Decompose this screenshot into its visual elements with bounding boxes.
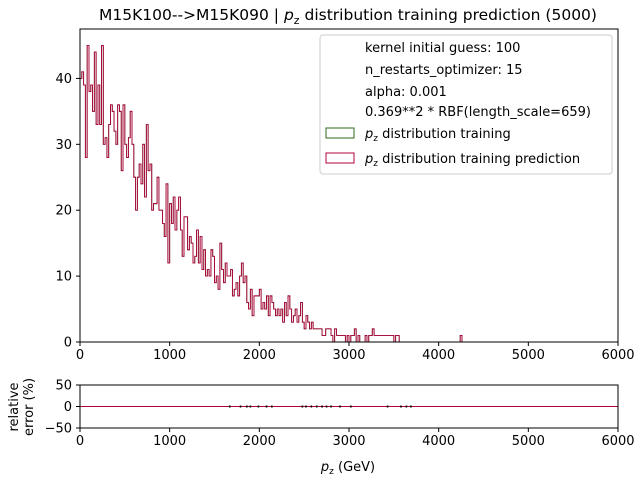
x-axis-label: pz (GeV) bbox=[320, 460, 375, 477]
main-y-tick-label: 10 bbox=[55, 270, 72, 285]
legend-label-training: pz distribution training bbox=[364, 127, 511, 144]
relative-error-point bbox=[245, 405, 248, 408]
ratio-y-label-line2: error (%) bbox=[22, 378, 37, 436]
main-x-ticks: 0 1000 2000 3000 4000 5000 6000 bbox=[76, 342, 635, 363]
ratio-x-tick-label: 4000 bbox=[422, 434, 455, 449]
legend: kernel initial guess: 100 n_restarts_opt… bbox=[319, 34, 613, 175]
legend-text-kernel: 0.369**2 * RBF(length_scale=659) bbox=[365, 105, 591, 120]
histogram-plot-area bbox=[79, 45, 479, 343]
main-y-tick-label: 20 bbox=[55, 204, 72, 219]
ratio-x-tick-label: 6000 bbox=[601, 434, 634, 449]
relative-error-point bbox=[386, 405, 389, 408]
legend-swatch-training bbox=[325, 127, 355, 139]
relative-error-axes: 0 1000 2000 3000 4000 5000 6000 −50 0 50 relativ… bbox=[7, 378, 635, 477]
main-y-ticks: 0 10 20 30 40 bbox=[55, 72, 80, 351]
relative-error-point bbox=[310, 405, 313, 408]
ratio-x-tick-label: 5000 bbox=[512, 434, 545, 449]
relative-error-point bbox=[305, 405, 307, 408]
relative-error-point bbox=[410, 405, 412, 408]
chart-title: M15K100-->M15K090 | pz distribution trai… bbox=[99, 6, 597, 27]
relative-error-point bbox=[400, 405, 402, 408]
ratio-x-tick-label: 0 bbox=[76, 434, 84, 449]
relative-error-point bbox=[257, 405, 260, 408]
main-x-tick-label: 5000 bbox=[512, 348, 545, 363]
relative-error-point bbox=[330, 405, 332, 408]
legend-box bbox=[319, 34, 613, 175]
relative-error-point bbox=[321, 405, 323, 408]
relative-error-point bbox=[301, 405, 304, 408]
ratio-y-label-line1: relative bbox=[7, 382, 22, 431]
main-y-tick-label: 0 bbox=[64, 336, 72, 351]
relative-error-point bbox=[228, 405, 231, 408]
legend-swatch-prediction bbox=[325, 152, 355, 164]
relative-error-point bbox=[265, 405, 268, 408]
relative-error-plot-area bbox=[80, 405, 618, 408]
relative-error-point bbox=[325, 405, 328, 408]
ratio-x-ticks: 0 1000 2000 3000 4000 5000 6000 bbox=[76, 428, 635, 449]
ratio-y-tick-label: 50 bbox=[55, 379, 72, 394]
relative-error-point bbox=[405, 405, 408, 408]
ratio-y-ticks: −50 0 50 bbox=[45, 379, 80, 437]
main-x-tick-label: 0 bbox=[76, 348, 84, 363]
relative-error-point bbox=[339, 405, 341, 408]
legend-text-alpha: alpha: 0.001 bbox=[365, 85, 447, 100]
main-y-tick-label: 40 bbox=[55, 72, 72, 87]
legend-text-kernel-guess: kernel initial guess: 100 bbox=[365, 41, 520, 56]
histogram-series-prediction bbox=[79, 45, 479, 343]
main-y-tick-label: 30 bbox=[55, 138, 72, 153]
main-x-tick-label: 6000 bbox=[601, 348, 634, 363]
legend-text-restarts: n_restarts_optimizer: 15 bbox=[365, 63, 523, 78]
ratio-y-tick-label: 0 bbox=[64, 400, 72, 415]
main-x-tick-label: 1000 bbox=[153, 348, 186, 363]
main-x-tick-label: 2000 bbox=[243, 348, 276, 363]
ratio-x-tick-label: 3000 bbox=[332, 434, 365, 449]
legend-label-prediction: pz distribution training prediction bbox=[364, 152, 580, 169]
relative-error-point bbox=[271, 405, 273, 408]
relative-error-point bbox=[315, 405, 318, 408]
relative-error-point bbox=[249, 405, 252, 408]
relative-error-point bbox=[349, 405, 352, 408]
ratio-x-tick-label: 2000 bbox=[243, 434, 276, 449]
main-histogram-axes: 0 1000 2000 3000 4000 5000 6000 0 10 20 30 40 kern… bbox=[55, 28, 635, 363]
relative-error-point bbox=[239, 405, 242, 408]
main-x-tick-label: 3000 bbox=[332, 348, 365, 363]
ratio-x-tick-label: 1000 bbox=[153, 434, 186, 449]
main-x-tick-label: 4000 bbox=[422, 348, 455, 363]
ratio-y-tick-label: −50 bbox=[45, 422, 72, 437]
